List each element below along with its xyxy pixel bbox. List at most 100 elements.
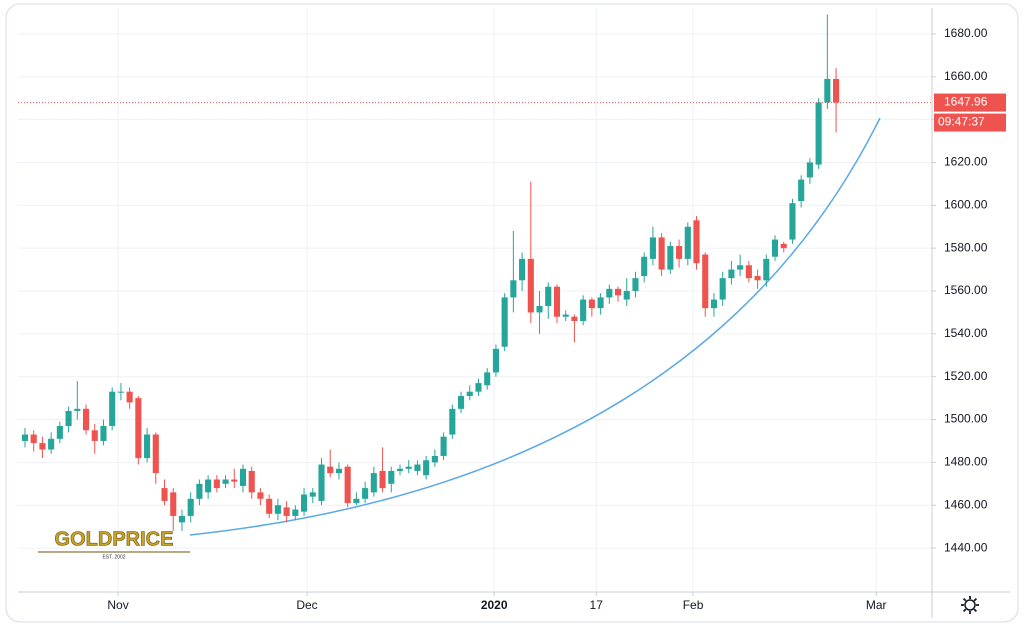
candle-body [614,288,622,296]
candle-body [327,466,334,474]
candle-body [780,243,787,249]
candle-body [632,278,639,292]
x-tick-label: Mar [866,598,887,612]
candle-body [501,297,508,347]
candle-body [48,438,55,450]
candle-body [519,258,526,281]
candle-body [301,494,308,512]
countdown-label: 09:47:37 [938,115,985,129]
candle-body [187,498,194,516]
y-tick-label: 1480.00 [944,455,988,469]
grid [18,8,932,592]
candle-body [205,479,212,493]
candle-body [117,391,124,393]
candle-body [109,391,116,426]
candle-body [178,515,186,523]
candle-body [824,78,831,103]
logo: GOLDPRICE EST. 2002 [38,528,190,560]
candle-body [475,383,482,392]
candle-body [362,488,369,499]
candle-body [693,220,700,264]
candle-body [745,265,752,279]
candle-body [571,316,578,321]
logo-tagline: EST. 2002 [102,554,125,560]
candle-body [667,246,674,270]
candle-body [161,488,168,501]
candle-body [527,258,534,313]
candles [21,14,840,531]
candle-body [484,372,491,386]
candle-body [135,398,142,459]
candle-body [82,408,90,431]
candle-body [239,468,247,486]
countdown-box [934,113,1006,132]
candle-body [492,348,499,373]
candle-body [318,464,325,501]
candle-body [457,395,465,409]
candle-body [702,254,709,309]
candle-body [152,434,159,474]
candle-body [623,291,630,300]
candle-body [21,434,29,441]
candle-body [536,305,543,313]
candle-body [754,276,761,281]
candle-body [100,425,107,441]
candle-body [449,408,456,435]
candle-body [309,492,316,497]
candle-body [74,408,81,411]
candle-body [91,430,98,441]
candle-body [283,507,290,516]
candle-body [806,162,813,178]
x-tick-label: 17 [590,598,604,612]
candle-body [423,460,430,476]
candle-body [379,470,386,489]
y-tick-label: 1600.00 [944,197,988,211]
x-tick-label: Nov [107,598,128,612]
last-price-box [934,93,1006,112]
candle-body [771,239,779,257]
candle-body [431,455,438,463]
x-tick-label: Dec [296,598,317,612]
y-tick-label: 1440.00 [944,540,988,554]
candle-body [231,479,238,482]
candle-body [440,436,447,456]
y-tick-label: 1560.00 [944,283,988,297]
settings-button[interactable] [961,596,979,614]
candle-body [144,434,151,459]
candle-body [658,237,665,270]
candle-body [344,466,351,504]
candle-body [396,468,404,471]
candle-body [553,286,561,317]
candle-body [789,203,796,240]
candle-body [597,297,604,309]
candle-body [798,179,805,202]
candle-body [388,470,395,484]
candle-body [213,479,220,489]
candle-body [737,265,744,270]
y-tick-label: 1660.00 [944,69,988,83]
candle-body [684,226,691,259]
candle-body [405,466,412,469]
candle-body [588,299,595,309]
candle-body [510,280,517,298]
candle-body [641,256,648,277]
candle-body [833,78,840,103]
x-tick-label: 2020 [481,598,508,612]
candle-body [292,509,299,516]
candle-body [196,483,203,499]
frame [5,3,1019,623]
candle-body [335,468,342,474]
candle-body [728,269,735,279]
candle-body [56,425,63,439]
candle-body [562,314,569,317]
x-tick-label: Feb [683,598,704,612]
y-tick-label: 1520.00 [944,369,988,383]
candle-body [763,258,770,281]
candle-body [580,299,587,321]
y-tick-label: 1620.00 [944,155,988,169]
candle-body [710,299,718,309]
logo-name: GOLDPRICE [55,528,174,550]
candle-body [606,288,613,298]
candle-body [274,505,281,514]
